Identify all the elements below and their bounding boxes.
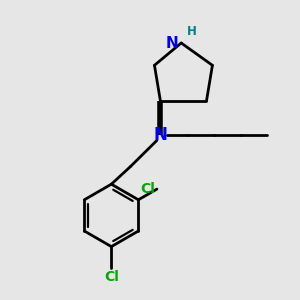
Text: Cl: Cl	[141, 182, 155, 196]
Text: N: N	[154, 126, 167, 144]
Text: H: H	[187, 25, 196, 38]
Text: N: N	[166, 35, 178, 50]
Text: Cl: Cl	[104, 270, 119, 284]
